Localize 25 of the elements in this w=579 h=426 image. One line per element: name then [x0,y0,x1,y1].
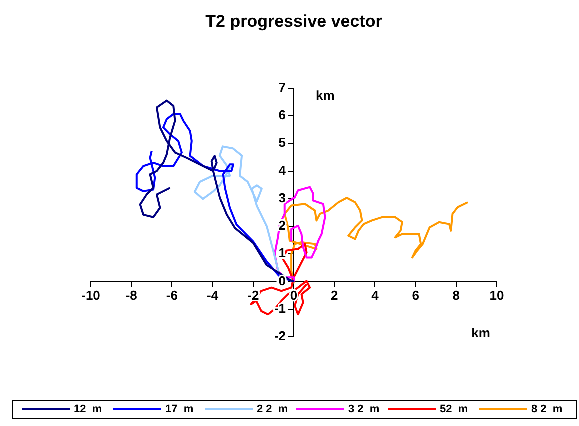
legend-label: 17 m [166,404,194,416]
legend-label: 3 2 m [348,404,380,416]
x-tick-label: 2 [330,288,338,303]
y-tick-label: -2 [274,328,286,344]
x-tick-label: 6 [412,288,420,303]
legend-label: 52 m [440,404,468,416]
y-axis-title: km [316,88,335,103]
x-tick-label: 10 [490,288,504,303]
y-tick-label: 7 [278,80,286,95]
x-tick-label: -8 [126,288,138,303]
x-tick-label: 4 [372,288,380,303]
x-axis-title: km [472,326,490,341]
y-tick-label: 5 [278,135,286,150]
legend-label: 8 2 m [532,404,563,416]
x-tick-label: -4 [207,288,220,303]
y-tick-label: 6 [278,108,286,123]
legend-label: 12 m [74,404,102,416]
y-tick-label: 3 [278,190,286,206]
x-tick-label: -10 [82,288,100,303]
chart-title: T2 progressive vector [206,12,383,31]
x-tick-label: -6 [166,288,178,303]
y-tick-label: 4 [278,162,287,178]
y-tick-label: -1 [274,300,286,316]
x-tick-label: 8 [452,288,460,303]
legend-label: 2 2 m [257,404,288,416]
